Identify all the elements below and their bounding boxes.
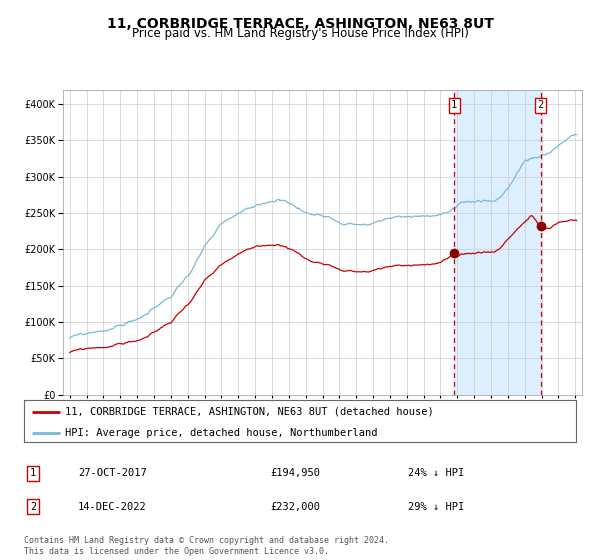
Text: HPI: Average price, detached house, Northumberland: HPI: Average price, detached house, Nort… xyxy=(65,428,378,438)
Text: Price paid vs. HM Land Registry's House Price Index (HPI): Price paid vs. HM Land Registry's House … xyxy=(131,27,469,40)
Text: 24% ↓ HPI: 24% ↓ HPI xyxy=(408,468,464,478)
Text: £232,000: £232,000 xyxy=(270,502,320,512)
Text: £194,950: £194,950 xyxy=(270,468,320,478)
Bar xyxy=(454,90,541,395)
Text: 1: 1 xyxy=(451,100,457,110)
Text: 27-OCT-2017: 27-OCT-2017 xyxy=(78,468,147,478)
Text: Contains HM Land Registry data © Crown copyright and database right 2024.
This d: Contains HM Land Registry data © Crown c… xyxy=(24,536,389,556)
Text: 11, CORBRIDGE TERRACE, ASHINGTON, NE63 8UT (detached house): 11, CORBRIDGE TERRACE, ASHINGTON, NE63 8… xyxy=(65,407,434,417)
Text: 11, CORBRIDGE TERRACE, ASHINGTON, NE63 8UT: 11, CORBRIDGE TERRACE, ASHINGTON, NE63 8… xyxy=(107,17,493,31)
Text: 14-DEC-2022: 14-DEC-2022 xyxy=(78,502,147,512)
Text: 29% ↓ HPI: 29% ↓ HPI xyxy=(408,502,464,512)
Text: 2: 2 xyxy=(30,502,36,512)
Text: 2: 2 xyxy=(538,100,544,110)
Text: 1: 1 xyxy=(30,468,36,478)
